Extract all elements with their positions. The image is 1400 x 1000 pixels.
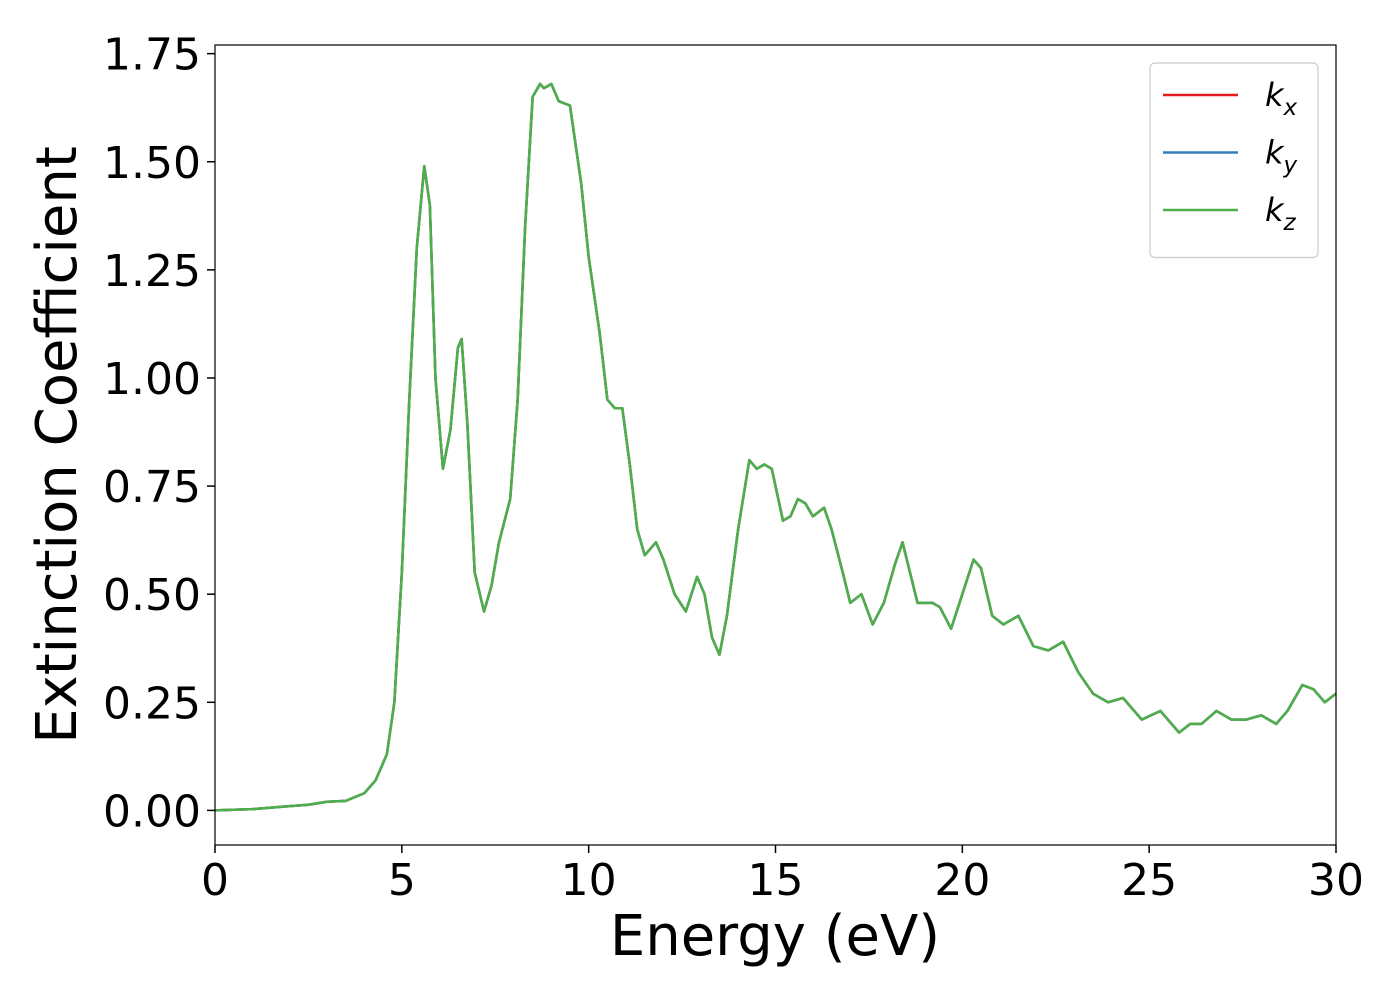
x-tick-label: 0	[201, 855, 229, 906]
legend-label: kx	[1265, 76, 1298, 121]
y-axis-label: Extinction Coefficient	[25, 146, 90, 744]
x-tick-label: 30	[1308, 855, 1364, 906]
x-tick-label: 15	[748, 855, 804, 906]
y-tick-label: 0.25	[103, 678, 201, 729]
x-tick-label: 5	[388, 855, 416, 906]
legend-label: ky	[1265, 134, 1298, 179]
legend-label: kz	[1265, 191, 1297, 236]
series-line	[214, 82, 1337, 812]
y-tick-label: 0.75	[103, 462, 201, 513]
plot-frame	[214, 44, 1337, 846]
y-tick-label: 0.50	[103, 570, 201, 621]
x-tick-label: 20	[934, 855, 990, 906]
x-tick-label: 10	[561, 855, 617, 906]
y-tick-label: 0.00	[103, 786, 201, 837]
x-tick-label: 25	[1121, 855, 1177, 906]
x-axis-label: Energy (eV)	[610, 904, 940, 969]
y-tick-label: 1.75	[103, 30, 201, 81]
y-tick-label: 1.00	[103, 354, 201, 405]
y-tick-label: 1.50	[103, 138, 201, 189]
y-tick-label: 1.25	[103, 246, 201, 297]
